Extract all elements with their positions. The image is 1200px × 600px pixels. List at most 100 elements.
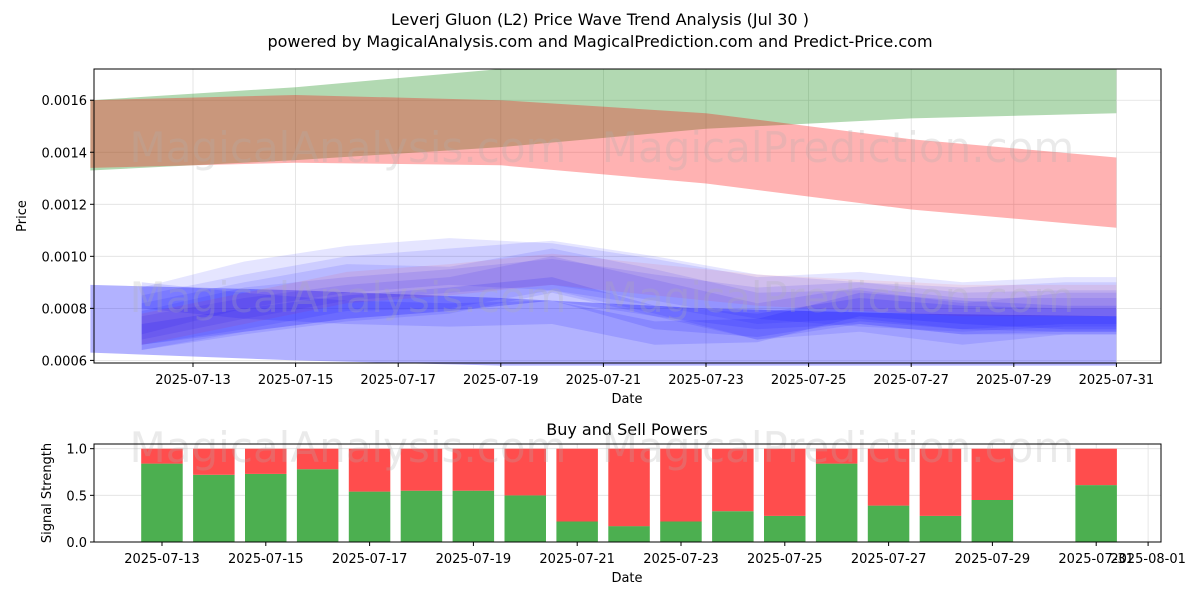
buy-bar [764,515,806,542]
power-x-tick-label: 2025-07-23 [643,552,719,567]
chart-title: Leverj Gluon (L2) Price Wave Trend Analy… [391,10,809,29]
price-y-ticks: 0.0006 0.0008 0.0010 0.0012 0.0014 0.0016 [42,94,94,369]
power-x-tick-label: 2025-07-27 [851,552,927,567]
price-x-tick-label: 2025-07-19 [463,373,539,388]
price-x-tick-label: 2025-07-15 [258,373,334,388]
price-x-tick-label: 2025-07-23 [668,373,744,388]
blue-wave-band [141,238,1117,335]
buy-bar [400,490,443,542]
price-panel: MagicalAnalysis.com MagicalPrediction.co… [15,68,1162,407]
price-x-label: Date [611,392,642,407]
blue-wave-band [141,282,1117,345]
power-x-ticks: 2025-07-13 2025-07-15 2025-07-17 2025-07-19… [124,542,1186,567]
sell-bar [919,448,962,516]
buy-bar [193,474,235,542]
power-y-ticks: 0.0 0.5 1.0 [66,443,94,551]
power-panel: Buy and Sell Powers MagicalAnalysis.com … [40,420,1186,586]
price-x-tick-label: 2025-07-25 [771,373,847,388]
power-plot-frame [93,443,1162,543]
power-x-tick-label: 2025-07-21 [539,552,615,567]
price-bands [90,69,1117,366]
sell-bar [815,448,858,464]
power-x-tick-label: 2025-07-29 [955,552,1031,567]
buy-bar [712,511,754,542]
power-title: Buy and Sell Powers [546,420,708,439]
power-y-label: Signal Strength [40,443,55,543]
buy-bar [141,463,183,542]
buy-bar [608,526,650,542]
buy-bar [1075,485,1117,542]
sell-bar [660,448,702,522]
buy-bar [452,490,495,542]
sell-bar [608,448,650,527]
blue-base-band [90,284,1117,366]
sell-bar [504,448,546,496]
buy-bar [504,495,546,542]
sell-bar [971,448,1014,500]
sell-bar [141,448,183,464]
price-y-tick-label: 0.0016 [42,94,88,109]
watermark-prediction-top: MagicalPrediction.com [602,123,1075,172]
power-bars [141,448,1117,542]
price-x-tick-label: 2025-07-13 [155,373,231,388]
power-x-tick-label: 2025-07-31 [1058,552,1134,567]
price-y-tick-label: 0.0006 [42,354,88,369]
price-waves [141,238,1117,350]
price-y-label: Price [15,200,30,232]
price-y-tick-label: 0.0010 [42,250,88,265]
red-band [90,95,1117,228]
price-x-tick-label: 2025-07-17 [360,373,436,388]
sell-bar [867,448,910,506]
power-x-tick-label: 2025-08-01 [1110,552,1186,567]
buy-bar [348,491,391,542]
blue-wave-band [141,256,1117,350]
sell-bar [245,448,287,474]
buy-bar [919,515,962,542]
red-wave-band [141,253,1117,345]
price-grid [94,69,1161,363]
sell-bar [556,448,598,522]
sell-bar [348,448,391,492]
power-x-tick-label: 2025-07-25 [747,552,823,567]
price-x-tick-label: 2025-07-27 [873,373,949,388]
buy-bar [971,500,1014,542]
buy-bar [556,521,598,542]
power-y-tick-label: 0.5 [66,489,87,504]
power-x-tick-label: 2025-07-19 [436,552,512,567]
blue-wave-band [141,258,1117,350]
watermark-prediction-mid: MagicalPrediction.com [602,273,1075,322]
power-y-tick-label: 1.0 [66,443,87,458]
power-x-label: Date [611,571,642,586]
sell-bar [1075,448,1117,486]
buy-bar [245,473,287,542]
sell-bar [712,448,754,512]
power-x-tick-label: 2025-07-17 [332,552,408,567]
buy-bar [815,463,858,542]
watermark-analysis-bottom: MagicalAnalysis.com [130,423,567,472]
watermark-prediction-bottom: MagicalPrediction.com [602,423,1075,472]
chart-subtitle: powered by MagicalAnalysis.com and Magic… [267,32,932,51]
sell-bar [452,448,495,491]
price-y-tick-label: 0.0012 [42,198,88,213]
price-y-tick-label: 0.0014 [42,146,88,161]
price-plot-area [94,69,1161,363]
sell-bar [764,448,806,516]
price-x-tick-label: 2025-07-29 [976,373,1052,388]
blue-wave-band [141,248,1117,345]
power-x-tick-label: 2025-07-13 [124,552,200,567]
blue-wave-band [141,277,1117,345]
price-x-tick-label: 2025-07-21 [566,373,642,388]
watermark-analysis-mid: MagicalAnalysis.com [130,273,567,322]
sell-bar [400,448,443,491]
buy-bar [867,505,910,542]
green-band [90,69,1117,171]
price-x-ticks: 2025-07-13 2025-07-15 2025-07-17 2025-07-19… [155,363,1154,388]
sell-bar [296,448,339,470]
price-plot-frame [93,68,1162,364]
sell-bar [193,448,235,475]
price-x-tick-label: 2025-07-31 [1079,373,1155,388]
power-x-tick-label: 2025-07-15 [228,552,304,567]
watermark-analysis-top: MagicalAnalysis.com [130,123,567,172]
blue-wave-band [141,240,1117,340]
